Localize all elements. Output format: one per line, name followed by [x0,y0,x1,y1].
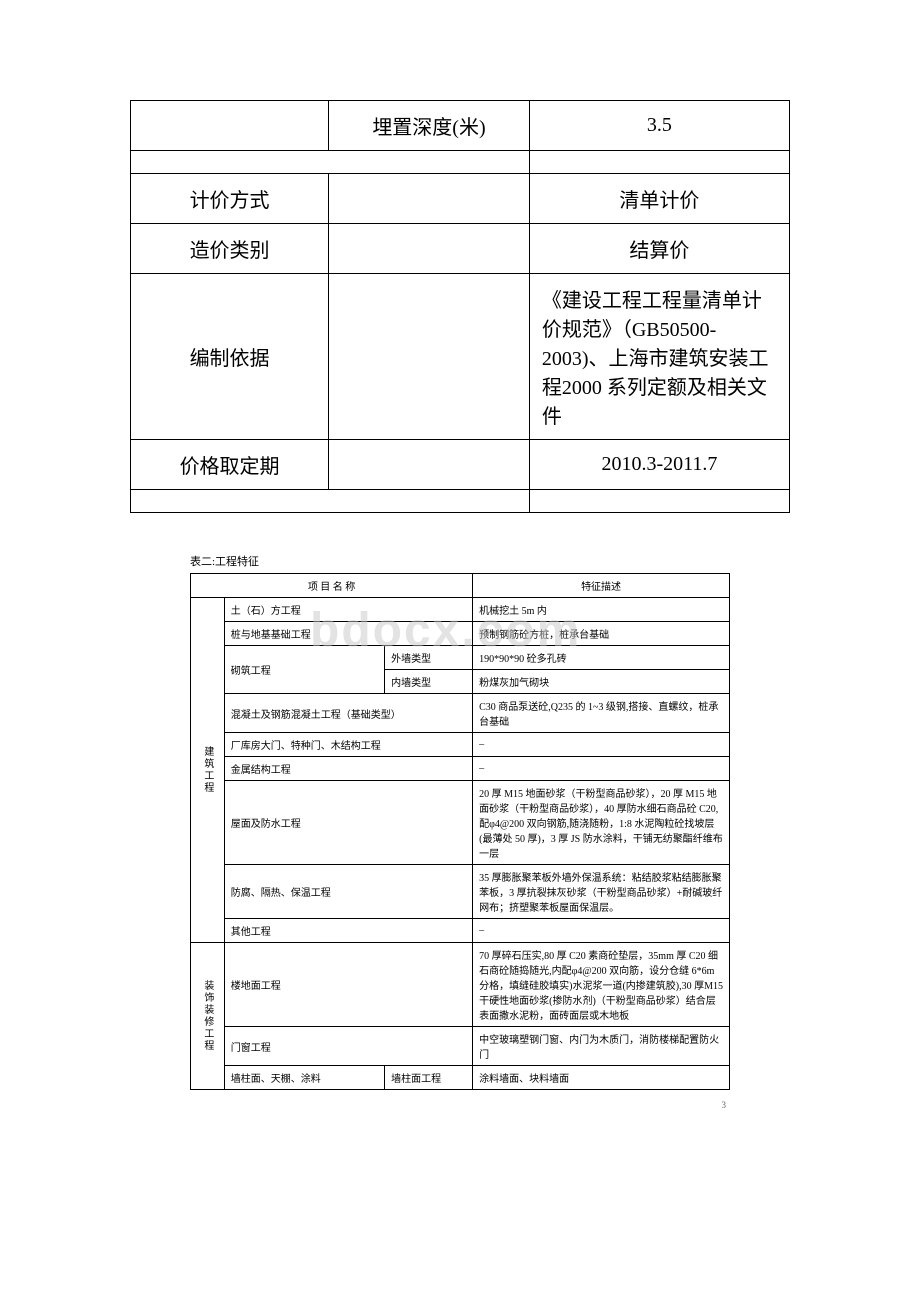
summary-row: 价格取定期 2010.3-2011.7 [131,440,790,490]
feature-desc-cell: 涂料墙面、块料墙面 [473,1066,730,1090]
project-name-cell: 土（石）方工程 [224,598,472,622]
row-mid [329,274,530,440]
feature-row: 建筑工程土（石）方工程机械挖土 5m 内 [191,598,730,622]
feature-desc-cell: – [473,919,730,943]
project-name-cell: 其他工程 [224,919,472,943]
feature-row: 金属结构工程– [191,757,730,781]
project-name-cell: 桩与地基基础工程 [224,622,472,646]
row-value: 《建设工程工程量清单计价规范》（GB50500-2003)、上海市建筑安装工程2… [529,274,789,440]
table-caption: 表二:工程特征 [190,553,730,569]
page-number: 3 [190,1100,730,1110]
feature-row: 门窗工程中空玻璃塑钢门窗、内门为木质门，消防楼梯配置防火门 [191,1027,730,1066]
feature-row: 墙柱面、天棚、涂料墙柱面工程涂料墙面、块料墙面 [191,1066,730,1090]
feature-table: 项 目 名 称 特征描述 建筑工程土（石）方工程机械挖土 5m 内桩与地基基础工… [190,573,730,1090]
row-label: 造价类别 [131,224,329,274]
feature-desc-cell: – [473,757,730,781]
sub-name-cell: 外墙类型 [385,646,473,670]
project-name-cell: 厂库房大门、特种门、木结构工程 [224,733,472,757]
summary-row: 编制依据 《建设工程工程量清单计价规范》（GB50500-2003)、上海市建筑安… [131,274,790,440]
feature-desc-cell: C30 商品泵送砼,Q235 的 1~3 级钢,搭接、直螺纹，桩承台基础 [473,694,730,733]
row-value: 结算价 [529,224,789,274]
project-name-cell: 屋面及防水工程 [224,781,472,865]
row-label: 价格取定期 [131,440,329,490]
row-label: 计价方式 [131,174,329,224]
feature-row: 厂库房大门、特种门、木结构工程– [191,733,730,757]
row-mid [329,224,530,274]
feature-row: 装饰装修工程楼地面工程70 厚碎石压实,80 厚 C20 素商砼垫层，35mm … [191,943,730,1027]
feature-row: 屋面及防水工程20 厚 M15 地面砂浆（干粉型商品砂浆），20 厚 M15 地… [191,781,730,865]
row-mid: 埋置深度(米) [329,101,530,151]
feature-row: 砌筑工程外墙类型190*90*90 砼多孔砖 [191,646,730,670]
summary-table: 埋置深度(米)3.5 计价方式 清单计价造价类别 结算价编制依据 《建设工程工程量清单计… [130,100,790,513]
feature-row: 防腐、隔热、保温工程35 厚膨胀聚苯板外墙外保温系统：粘结胶浆粘结膨胀聚苯板，3… [191,865,730,919]
row-value: 2010.3-2011.7 [529,440,789,490]
summary-row: 造价类别 结算价 [131,224,790,274]
sub-name-cell: 墙柱面工程 [385,1066,473,1090]
detail-section: bdocx.com 表二:工程特征 项 目 名 称 特征描述 建筑工程土（石）方… [190,553,730,1110]
summary-row [131,490,790,513]
feature-row: 其他工程– [191,919,730,943]
row-mid [329,174,530,224]
feature-row: 混凝土及钢筋混凝土工程（基础类型）C30 商品泵送砼,Q235 的 1~3 级钢… [191,694,730,733]
feature-desc-cell: 35 厚膨胀聚苯板外墙外保温系统：粘结胶浆粘结膨胀聚苯板，3 厚抗裂抹灰砂浆（干… [473,865,730,919]
header-feature-desc: 特征描述 [473,574,730,598]
project-name-cell: 防腐、隔热、保温工程 [224,865,472,919]
row-value: 3.5 [529,101,789,151]
feature-desc-cell: 70 厚碎石压实,80 厚 C20 素商砼垫层，35mm 厚 C20 细石商砼随… [473,943,730,1027]
feature-desc-cell: – [473,733,730,757]
row-mid [329,440,530,490]
feature-desc-cell: 粉煤灰加气砌块 [473,670,730,694]
sub-name-cell: 内墙类型 [385,670,473,694]
row-label: 编制依据 [131,274,329,440]
summary-row [131,151,790,174]
summary-row: 计价方式 清单计价 [131,174,790,224]
feature-row: 桩与地基基础工程预制钢筋砼方桩，桩承台基础 [191,622,730,646]
feature-desc-cell: 190*90*90 砼多孔砖 [473,646,730,670]
project-name-cell: 楼地面工程 [224,943,472,1027]
feature-desc-cell: 预制钢筋砼方桩，桩承台基础 [473,622,730,646]
feature-desc-cell: 中空玻璃塑钢门窗、内门为木质门，消防楼梯配置防火门 [473,1027,730,1066]
project-name-cell: 门窗工程 [224,1027,472,1066]
summary-row: 埋置深度(米)3.5 [131,101,790,151]
project-name-cell: 砌筑工程 [224,646,384,694]
header-project-name: 项 目 名 称 [191,574,473,598]
row-label [131,101,329,151]
feature-desc-cell: 20 厚 M15 地面砂浆（干粉型商品砂浆），20 厚 M15 地面砂浆（干粉型… [473,781,730,865]
project-name-cell: 混凝土及钢筋混凝土工程（基础类型） [224,694,472,733]
project-name-cell: 金属结构工程 [224,757,472,781]
project-name-cell: 墙柱面、天棚、涂料 [224,1066,384,1090]
group-label: 装饰装修工程 [191,943,225,1090]
feature-desc-cell: 机械挖土 5m 内 [473,598,730,622]
group-label: 建筑工程 [191,598,225,943]
row-value: 清单计价 [529,174,789,224]
